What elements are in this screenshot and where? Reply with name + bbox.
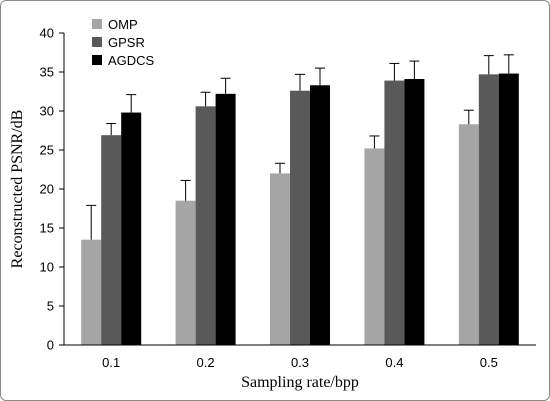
y-tick-label: 35 [40,65,54,80]
y-tick-label: 40 [40,26,54,41]
y-axis-ticks: 0 5 10 15 20 25 30 35 40 [40,26,64,353]
x-tick-label: 0.1 [102,355,120,370]
bar-omp-0.1 [81,239,102,345]
y-tick-label: 20 [40,182,54,197]
bar-series [81,73,519,346]
x-tick-label: 0.5 [480,355,498,370]
bar-agdcs-0.4 [404,79,425,346]
bar-gpsr-0.5 [478,74,499,345]
x-axis-ticks: 0.1 0.2 0.3 0.4 0.5 [102,355,498,370]
y-tick-label: 30 [40,104,54,119]
legend-swatch-omp [92,19,102,29]
y-tick-label: 5 [47,299,54,314]
bar-omp-0.4 [364,148,385,345]
y-axis-title: Reconstructed PSNR/dB [9,110,26,269]
bar-gpsr-0.3 [290,90,310,345]
y-tick-label: 0 [47,338,54,353]
y-tick-label: 25 [40,143,54,158]
legend-swatch-gpsr [92,37,102,47]
bar-omp-0.3 [270,173,290,345]
bar-gpsr-0.1 [101,135,122,345]
bar-agdcs-0.1 [121,112,142,345]
legend-swatch-agdcs [92,55,102,65]
x-tick-label: 0.3 [291,355,309,370]
legend-label-gpsr: GPSR [108,35,145,50]
bar-gpsr-0.4 [384,80,405,345]
bar-gpsr-0.2 [195,106,216,345]
bar-agdcs-0.5 [498,73,519,345]
bar-agdcs-0.3 [310,85,330,345]
x-axis-title: Sampling rate/bpp [241,374,359,391]
x-tick-label: 0.2 [197,355,215,370]
legend: OMP GPSR AGDCS [92,17,155,68]
bar-omp-0.2 [175,200,196,345]
legend-label-omp: OMP [108,17,138,32]
x-tick-label: 0.4 [385,355,403,370]
bar-agdcs-0.2 [215,93,236,345]
error-bars [86,54,514,240]
y-tick-label: 10 [40,260,54,275]
bar-omp-0.5 [458,124,479,345]
legend-label-agdcs: AGDCS [108,53,155,68]
y-tick-label: 15 [40,221,54,236]
